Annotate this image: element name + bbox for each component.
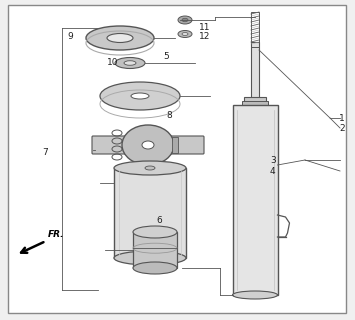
Ellipse shape [114,161,186,175]
Text: 8: 8 [167,111,173,120]
Text: FR.: FR. [48,230,65,239]
Bar [251,42,259,105]
Ellipse shape [115,58,145,68]
Text: 7: 7 [43,148,48,156]
Ellipse shape [133,226,177,238]
Ellipse shape [122,125,174,165]
Bar [233,105,278,295]
Text: 9: 9 [67,32,73,41]
FancyBboxPatch shape [92,136,204,154]
Ellipse shape [233,291,278,299]
Ellipse shape [124,61,136,65]
Text: 6: 6 [156,216,162,225]
Bar [114,168,186,258]
Ellipse shape [100,82,180,110]
Text: 4: 4 [270,167,275,176]
Ellipse shape [145,166,155,170]
Bar [172,137,178,153]
Ellipse shape [142,141,154,149]
Ellipse shape [107,34,133,43]
Ellipse shape [114,251,186,265]
Text: 5: 5 [163,52,169,60]
Ellipse shape [86,26,154,50]
Ellipse shape [133,262,177,274]
Ellipse shape [178,16,192,24]
Bar [244,97,266,105]
Text: 12: 12 [199,32,210,41]
Bar [242,101,268,105]
Ellipse shape [178,30,192,37]
Ellipse shape [182,18,188,22]
Text: 2: 2 [339,124,345,132]
Text: 3: 3 [270,156,275,164]
Ellipse shape [182,33,188,36]
Text: 11: 11 [199,23,210,32]
Bar [133,232,177,268]
Bar [251,12,259,47]
Ellipse shape [131,93,149,99]
Text: 10: 10 [106,58,118,67]
Text: 1: 1 [339,114,345,123]
